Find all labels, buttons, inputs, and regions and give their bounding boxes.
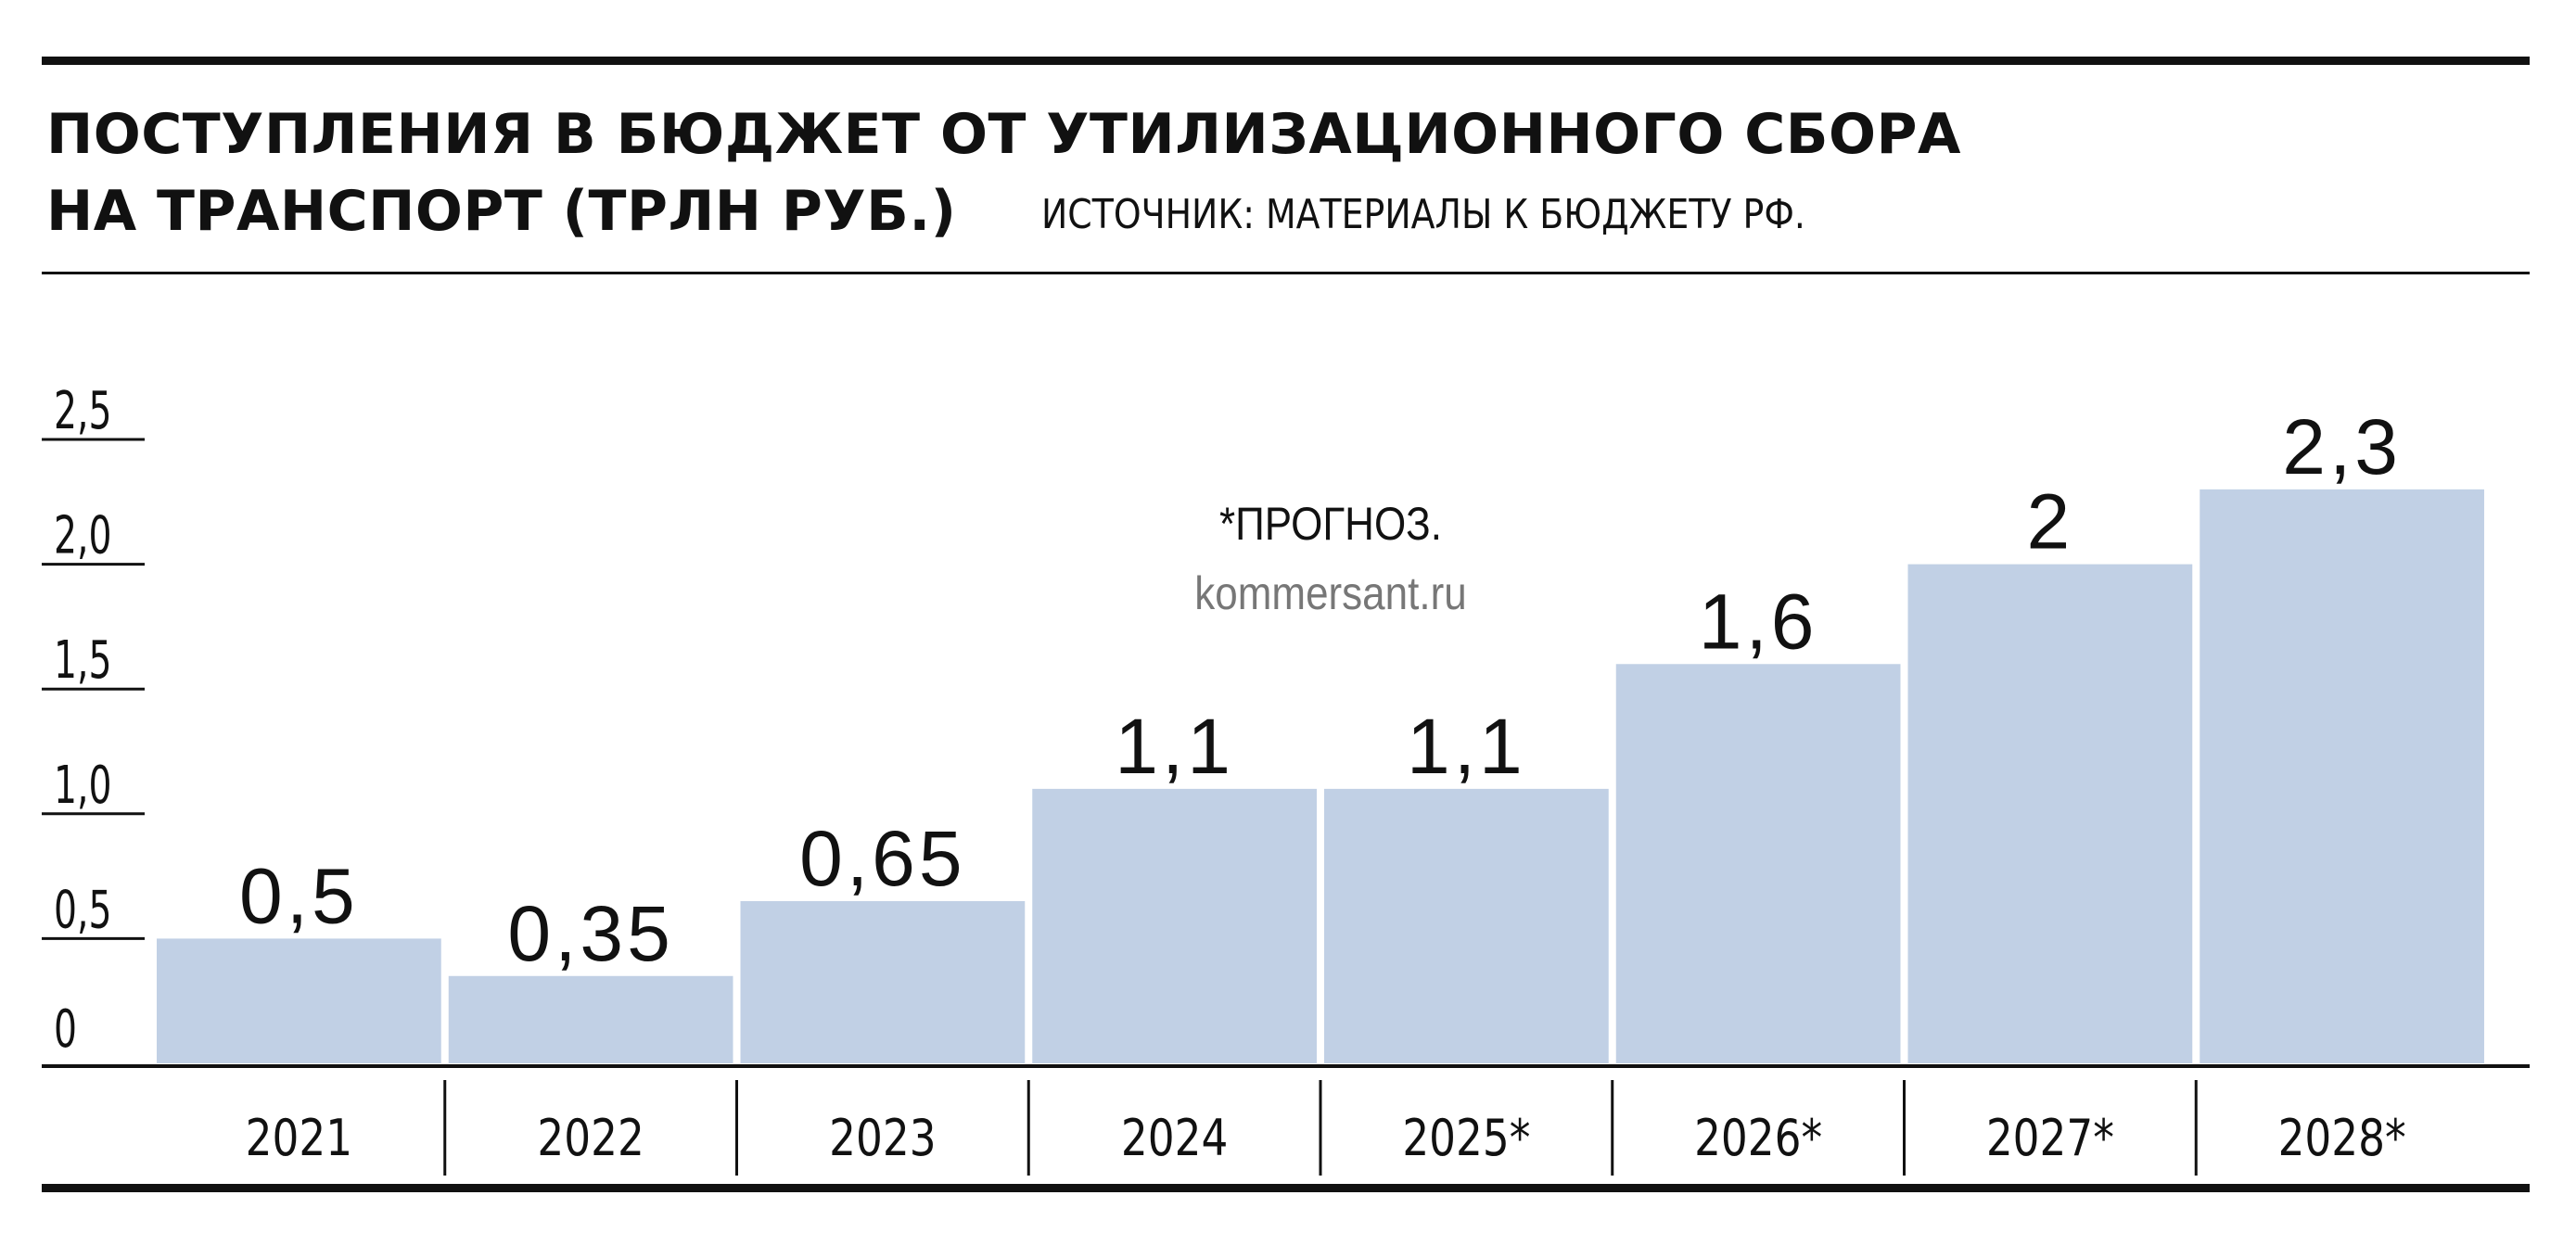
x-tick-label: 2028* <box>2278 1109 2406 1167</box>
top-rule <box>42 57 2530 65</box>
x-tick-label: 2026* <box>1694 1109 1822 1167</box>
bar <box>740 901 1026 1063</box>
bar-value-label: 0,35 <box>507 890 674 977</box>
bar <box>448 975 733 1063</box>
x-tick-label: 2025* <box>1402 1109 1530 1167</box>
y-tick-label: 1,5 <box>54 629 111 691</box>
bar-value-label: 2,3 <box>2282 403 2402 490</box>
bar <box>1032 788 1317 1063</box>
bottom-rule <box>42 1184 2530 1192</box>
x-tick-label: 2023 <box>829 1109 936 1167</box>
y-tick-label: 1,0 <box>54 754 111 815</box>
bar-value-label: 1,6 <box>1699 578 1818 665</box>
y-tick-label: 2,5 <box>54 380 111 441</box>
bar-value-label: 1,1 <box>1407 703 1526 790</box>
bar <box>157 938 441 1063</box>
bar-value-label: 0,5 <box>239 852 359 939</box>
y-tick-label: 2,0 <box>54 504 111 566</box>
x-tick-label: 2027* <box>1986 1109 2114 1167</box>
bar <box>1615 664 1901 1063</box>
y-tick-label: 0,5 <box>54 879 111 940</box>
header-divider <box>42 272 2530 274</box>
bar-value-label: 0,65 <box>799 815 966 902</box>
source-note: ИСТОЧНИК: МАТЕРИАЛЫ К БЮДЖЕТУ РФ. <box>1041 191 1805 238</box>
y-tick-label: 0 <box>54 998 77 1060</box>
chart-title-line1: ПОСТУПЛЕНИЯ В БЮДЖЕТ ОТ УТИЛИЗАЦИОННОГО … <box>46 102 1961 167</box>
chart-title-line2: НА ТРАНСПОРТ (ТРЛН РУБ.) <box>46 179 957 244</box>
x-tick-label: 2022 <box>537 1109 644 1167</box>
bar <box>1907 564 2193 1063</box>
x-tick-label: 2024 <box>1121 1109 1228 1167</box>
x-tick-label: 2021 <box>246 1109 352 1167</box>
bar <box>2200 489 2484 1063</box>
bar-value-label: 1,1 <box>1115 703 1234 790</box>
bar-value-label: 2 <box>2027 478 2074 566</box>
bar <box>1324 788 1609 1063</box>
